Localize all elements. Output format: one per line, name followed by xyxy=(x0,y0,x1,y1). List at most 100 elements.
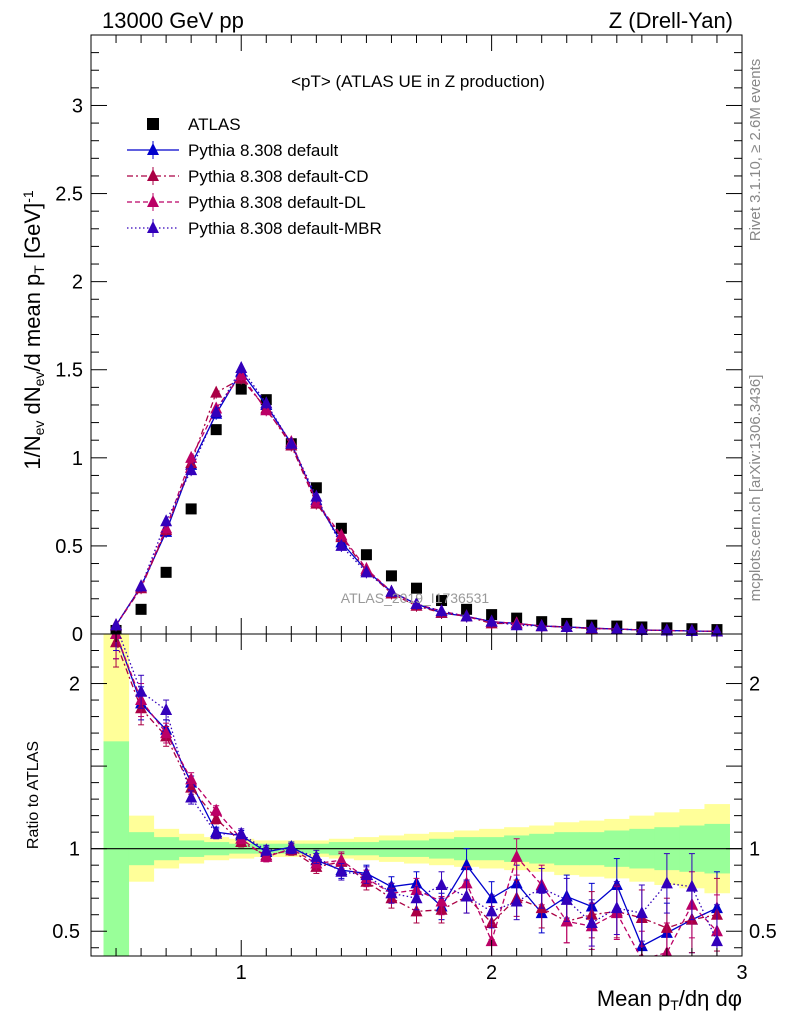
legend-marker xyxy=(147,143,159,155)
atlas-point xyxy=(335,522,347,534)
series-point xyxy=(185,450,198,463)
ratio-point xyxy=(660,876,673,889)
ratio-point xyxy=(585,915,598,928)
atlas-point xyxy=(210,424,222,436)
series-point xyxy=(260,403,273,416)
ratio-panel: 0.5 0.5 1 1 2 2 1 2 3 xyxy=(52,633,777,984)
atlas-point xyxy=(185,503,197,515)
series-point xyxy=(635,622,648,635)
series-point xyxy=(160,514,173,527)
ratio-point xyxy=(710,934,723,947)
series-point xyxy=(310,489,323,502)
legend-marker xyxy=(147,195,159,207)
main-title: <pT> (ATLAS UE in Z production) xyxy=(291,72,545,91)
atlas-point xyxy=(135,603,147,615)
watermark: ATLAS_2019_I1736531 xyxy=(341,590,490,606)
ratio-point xyxy=(510,894,523,907)
xtick-label: 2 xyxy=(486,962,497,984)
ratio-point xyxy=(160,726,173,739)
main-ytick-label: 2.5 xyxy=(55,184,83,206)
ratio-point xyxy=(435,877,448,890)
ratio-ytick-label-right: 2 xyxy=(749,674,760,696)
ratio-point xyxy=(260,849,273,862)
ratio-ytick-label-right: 0.5 xyxy=(749,921,777,943)
main-ylabel: 1/Nev dNev/d mean pT [GeV]-1 xyxy=(20,190,47,470)
ratio-point xyxy=(535,881,548,894)
series-point xyxy=(710,624,723,637)
ratio-point xyxy=(135,684,148,697)
series-point xyxy=(385,584,398,597)
atlas-point xyxy=(436,595,448,607)
ratio-point xyxy=(385,886,398,899)
main-panel: 0 0.5 1 1.5 2 2.5 3 xyxy=(55,34,743,646)
series-point xyxy=(510,618,523,631)
series-point xyxy=(685,624,698,637)
series-point xyxy=(335,538,348,551)
series-point xyxy=(110,618,123,631)
legend-label: Pythia 8.308 default-MBR xyxy=(188,219,382,238)
xtick-label: 1 xyxy=(236,962,247,984)
ratio-point xyxy=(460,889,473,902)
ratio-plot-area xyxy=(91,634,742,956)
main-ytick-label: 1 xyxy=(72,448,83,470)
series-point xyxy=(160,521,173,534)
ratio-point xyxy=(185,790,198,803)
legend: ATLAS Pythia 8.308 default Pythia 8.308 de… xyxy=(127,115,382,238)
atlas-point xyxy=(385,570,397,582)
xtick-label: 3 xyxy=(736,962,747,984)
mcplots-label: mcplots.cern.ch [arXiv:1306.3436] xyxy=(747,375,764,602)
ratio-point xyxy=(260,843,273,856)
atlas-point xyxy=(411,582,422,594)
ratio-point xyxy=(360,868,373,881)
series-point xyxy=(360,565,373,578)
main-ytick-label: 1.5 xyxy=(55,360,83,382)
series-point xyxy=(560,619,573,632)
ratio-point xyxy=(410,891,423,904)
legend-label: Pythia 8.308 default-CD xyxy=(188,167,369,186)
series-point xyxy=(335,528,348,541)
xlabel: Mean pT/dη dφ xyxy=(597,986,742,1013)
main-ytick-label: 3 xyxy=(72,95,83,117)
ratio-point xyxy=(235,826,248,839)
atlas-point xyxy=(310,482,322,494)
atlas-point xyxy=(160,566,172,578)
series-point xyxy=(235,368,248,381)
atlas-point xyxy=(486,609,498,621)
ratio-point xyxy=(210,811,223,824)
ratio-point xyxy=(335,864,348,877)
atlas-point xyxy=(360,549,372,561)
series-point xyxy=(610,622,623,635)
series-point xyxy=(585,621,598,634)
series-point xyxy=(235,360,248,373)
ratio-ytick-label: 0.5 xyxy=(52,921,80,943)
series-point xyxy=(460,609,473,622)
ratio-point xyxy=(410,904,423,917)
series-point xyxy=(660,623,673,636)
ratio-point xyxy=(635,906,648,919)
ratio-point xyxy=(285,841,298,854)
main-ytick-label: 0.5 xyxy=(55,536,83,558)
ratio-point xyxy=(485,904,498,917)
ratio-point xyxy=(685,879,698,892)
series-point xyxy=(410,597,423,610)
ratio-point xyxy=(185,780,198,793)
ratio-point xyxy=(510,849,523,862)
series-point xyxy=(485,614,498,627)
series-point xyxy=(435,604,448,617)
series-point xyxy=(260,396,273,409)
legend-marker xyxy=(147,169,159,181)
main-ytick-label: 2 xyxy=(72,272,83,294)
series-point xyxy=(210,405,223,418)
atlas-point xyxy=(235,383,247,395)
ratio-ytick-label-right: 1 xyxy=(749,839,760,861)
atlas-point xyxy=(461,603,473,615)
series-point xyxy=(185,463,198,476)
ratio-point xyxy=(335,853,348,866)
ratio-point xyxy=(560,892,573,905)
ratio-point xyxy=(185,772,198,785)
legend-marker xyxy=(147,221,159,233)
ratio-point xyxy=(160,702,173,715)
ratio-point xyxy=(210,803,223,816)
ratio-point xyxy=(435,894,448,907)
